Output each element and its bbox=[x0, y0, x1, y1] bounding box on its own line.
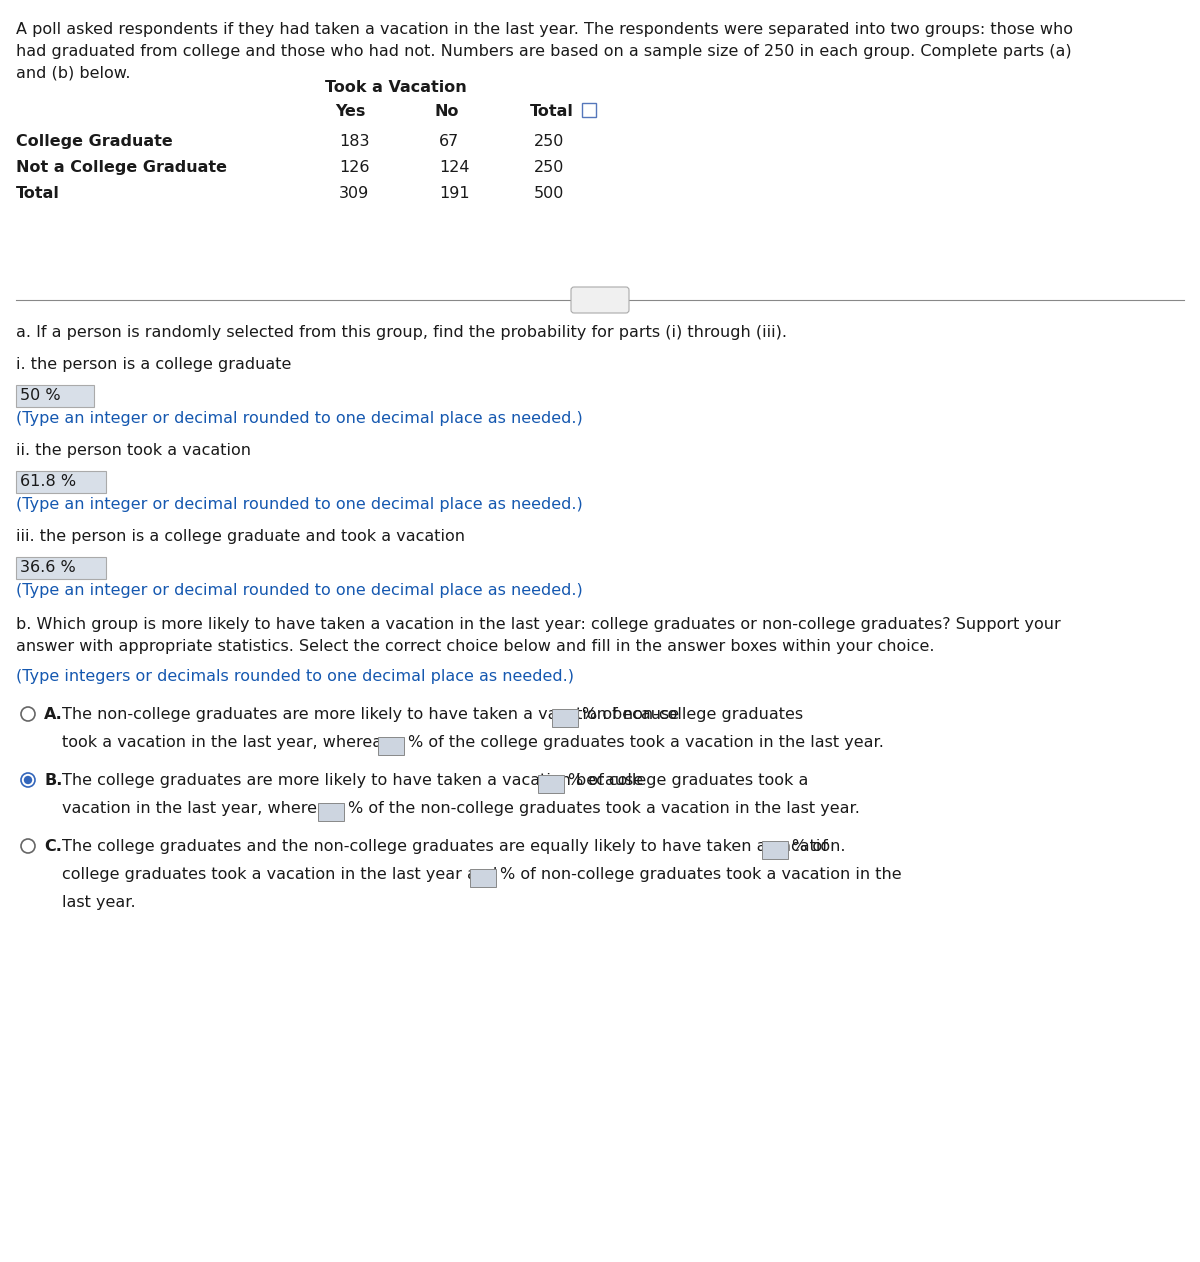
Text: 50 %: 50 % bbox=[20, 387, 61, 403]
Text: iii. the person is a college graduate and took a vacation: iii. the person is a college graduate an… bbox=[16, 529, 466, 544]
Text: 183: 183 bbox=[340, 134, 370, 149]
Bar bbox=[318, 803, 344, 822]
Bar bbox=[582, 103, 596, 117]
Text: 126: 126 bbox=[340, 160, 370, 175]
Text: % of college graduates took a: % of college graduates took a bbox=[568, 774, 809, 787]
Text: The non-college graduates are more likely to have taken a vacation because: The non-college graduates are more likel… bbox=[62, 707, 679, 722]
Text: ...: ... bbox=[594, 297, 606, 309]
Text: Not a College Graduate: Not a College Graduate bbox=[16, 160, 227, 175]
Text: Total: Total bbox=[530, 103, 574, 119]
Text: % of non-college graduates: % of non-college graduates bbox=[582, 707, 803, 722]
Text: The college graduates and the non-college graduates are equally likely to have t: The college graduates and the non-colleg… bbox=[62, 839, 846, 854]
Circle shape bbox=[22, 774, 35, 787]
Text: (Type an integer or decimal rounded to one decimal place as needed.): (Type an integer or decimal rounded to o… bbox=[16, 583, 583, 598]
Text: % of the non-college graduates took a vacation in the last year.: % of the non-college graduates took a va… bbox=[348, 801, 860, 817]
Circle shape bbox=[22, 707, 35, 721]
Text: Total: Total bbox=[16, 186, 60, 201]
Text: (Type an integer or decimal rounded to one decimal place as needed.): (Type an integer or decimal rounded to o… bbox=[16, 497, 583, 512]
Text: answer with appropriate statistics. Select the correct choice below and fill in : answer with appropriate statistics. Sele… bbox=[16, 639, 935, 654]
Text: % of the college graduates took a vacation in the last year.: % of the college graduates took a vacati… bbox=[408, 734, 884, 750]
Text: 36.6 %: 36.6 % bbox=[20, 560, 76, 575]
Text: (Type an integer or decimal rounded to one decimal place as needed.): (Type an integer or decimal rounded to o… bbox=[16, 411, 583, 427]
Text: % of non-college graduates took a vacation in the: % of non-college graduates took a vacati… bbox=[500, 867, 901, 882]
Text: The college graduates are more likely to have taken a vacation because: The college graduates are more likely to… bbox=[62, 774, 643, 787]
Bar bbox=[552, 709, 578, 727]
Text: 250: 250 bbox=[534, 160, 564, 175]
Text: (Type integers or decimals rounded to one decimal place as needed.): (Type integers or decimals rounded to on… bbox=[16, 669, 574, 684]
Text: B.: B. bbox=[44, 774, 62, 787]
Circle shape bbox=[24, 776, 32, 784]
Bar bbox=[538, 775, 564, 793]
Text: 191: 191 bbox=[439, 186, 469, 201]
Bar bbox=[470, 870, 496, 887]
Text: A.: A. bbox=[44, 707, 62, 722]
Text: took a vacation in the last year, whereas: took a vacation in the last year, wherea… bbox=[62, 734, 390, 750]
Text: Took a Vacation: Took a Vacation bbox=[325, 80, 467, 95]
Bar bbox=[16, 385, 94, 408]
Bar bbox=[762, 840, 788, 859]
Text: vacation in the last year, whereas: vacation in the last year, whereas bbox=[62, 801, 335, 817]
Text: No: No bbox=[436, 103, 460, 119]
Text: and (b) below.: and (b) below. bbox=[16, 66, 131, 81]
Bar bbox=[378, 737, 404, 755]
Text: 61.8 %: 61.8 % bbox=[20, 475, 76, 488]
Bar bbox=[16, 471, 106, 493]
Text: 250: 250 bbox=[534, 134, 564, 149]
Text: i. the person is a college graduate: i. the person is a college graduate bbox=[16, 357, 292, 372]
Text: last year.: last year. bbox=[62, 895, 136, 910]
Text: ii. the person took a vacation: ii. the person took a vacation bbox=[16, 443, 251, 458]
Text: a. If a person is randomly selected from this group, find the probability for pa: a. If a person is randomly selected from… bbox=[16, 326, 787, 339]
Text: % of: % of bbox=[792, 839, 828, 854]
FancyBboxPatch shape bbox=[571, 286, 629, 313]
Text: 309: 309 bbox=[340, 186, 370, 201]
Circle shape bbox=[22, 839, 35, 853]
Text: b. Which group is more likely to have taken a vacation in the last year: college: b. Which group is more likely to have ta… bbox=[16, 617, 1061, 632]
Text: 124: 124 bbox=[439, 160, 469, 175]
Text: Yes: Yes bbox=[335, 103, 365, 119]
Text: A poll asked respondents if they had taken a vacation in the last year. The resp: A poll asked respondents if they had tak… bbox=[16, 21, 1073, 37]
Text: C.: C. bbox=[44, 839, 62, 854]
Text: 67: 67 bbox=[439, 134, 460, 149]
Bar bbox=[16, 557, 106, 579]
Text: college graduates took a vacation in the last year and: college graduates took a vacation in the… bbox=[62, 867, 497, 882]
Text: had graduated from college and those who had not. Numbers are based on a sample : had graduated from college and those who… bbox=[16, 44, 1072, 59]
Text: 500: 500 bbox=[534, 186, 564, 201]
Text: College Graduate: College Graduate bbox=[16, 134, 173, 149]
